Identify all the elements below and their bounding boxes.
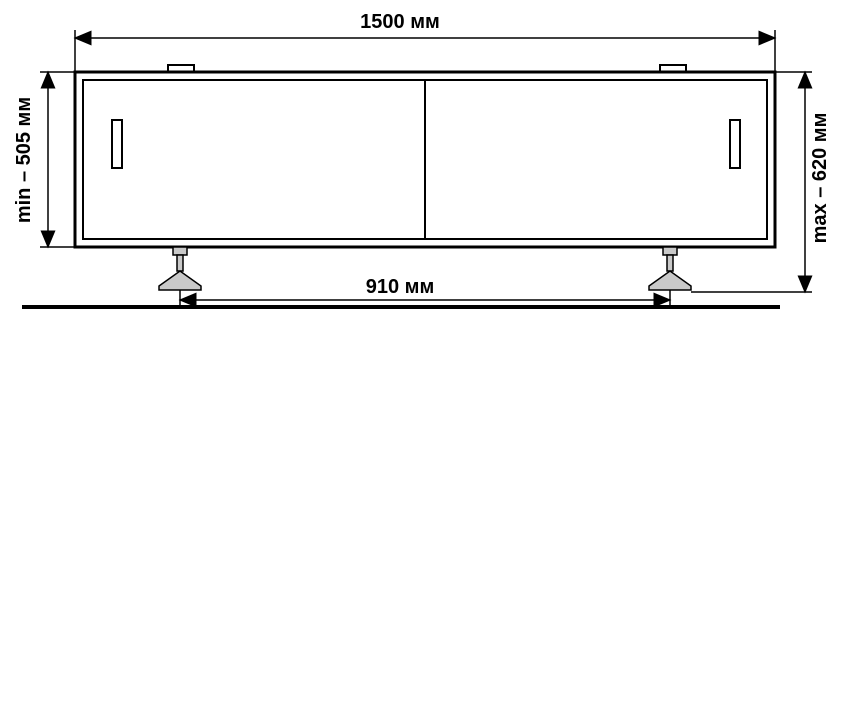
dim-right-height-label: max – 620 мм [809, 113, 831, 244]
dim-left-height: min – 505 мм [13, 72, 75, 247]
dim-feet-spread: 910 мм [180, 276, 670, 300]
dim-top-width: 1500 мм [75, 11, 775, 72]
dim-left-height-label: min – 505 мм [13, 97, 35, 223]
dim-right-height: max – 620 мм [691, 72, 831, 292]
dim-feet-spread-label: 910 мм [366, 276, 435, 298]
technical-drawing: 1500 мм min – 505 мм [0, 0, 845, 718]
foot-left [159, 247, 201, 305]
door-handle-left [112, 120, 122, 168]
foot-right [649, 247, 691, 305]
cabinet-body [75, 65, 775, 247]
dim-top-width-label: 1500 мм [360, 11, 440, 33]
door-handle-right [730, 120, 740, 168]
